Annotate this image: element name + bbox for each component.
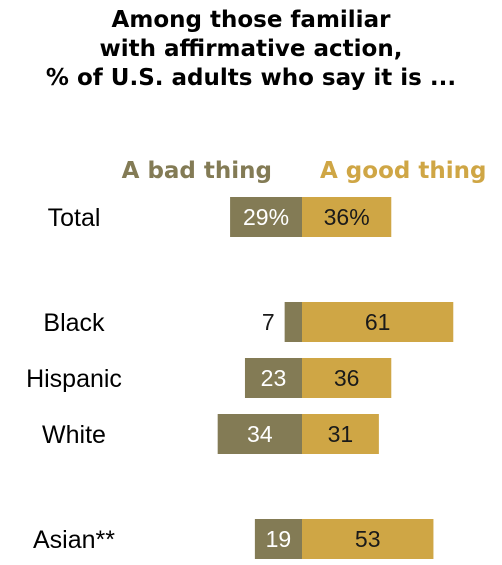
value-label-good-thing: 36% xyxy=(324,204,370,230)
bar-good-thing xyxy=(302,414,379,454)
bar-bad-thing xyxy=(254,519,302,559)
bar-good-thing xyxy=(302,519,434,559)
category-label: Black xyxy=(43,309,105,337)
category-label: White xyxy=(42,421,106,449)
bar-good-thing xyxy=(302,302,454,342)
bar-bad-thing xyxy=(244,358,302,398)
bar-good-thing xyxy=(302,197,392,237)
value-label-bad-thing: 29% xyxy=(243,204,289,230)
chart-title-line-1: Among those familiar xyxy=(111,7,391,33)
value-label-bad-thing: 23 xyxy=(261,365,287,391)
bar-bad-thing xyxy=(230,197,302,237)
legend-bad-thing: A bad thing xyxy=(122,158,272,184)
value-label-good-thing: 53 xyxy=(355,526,381,552)
value-label-bad-thing: 7 xyxy=(262,309,275,335)
category-label: Total xyxy=(48,204,101,232)
legend-good-thing: A good thing xyxy=(320,158,486,184)
value-label-bad-thing: 19 xyxy=(266,526,292,552)
category-label: Hispanic xyxy=(26,365,122,393)
chart-title-line-3: % of U.S. adults who say it is ... xyxy=(45,65,457,91)
value-label-bad-thing: 34 xyxy=(247,421,273,447)
chart-title: Among those familiar with affirmative ac… xyxy=(0,6,502,93)
category-label: Asian** xyxy=(33,526,115,554)
bars-group: Total 29% 36% Black 7 61 Hispanic 23 36 White 34 31… xyxy=(26,197,454,559)
chart-title-line-2: with affirmative action, xyxy=(99,36,403,62)
bar-good-thing xyxy=(302,358,392,398)
value-label-good-thing: 31 xyxy=(328,421,354,447)
value-label-good-thing: 61 xyxy=(365,309,391,335)
bar-bad-thing xyxy=(284,302,302,342)
value-label-good-thing: 36 xyxy=(334,365,360,391)
bar-bad-thing xyxy=(217,414,302,454)
